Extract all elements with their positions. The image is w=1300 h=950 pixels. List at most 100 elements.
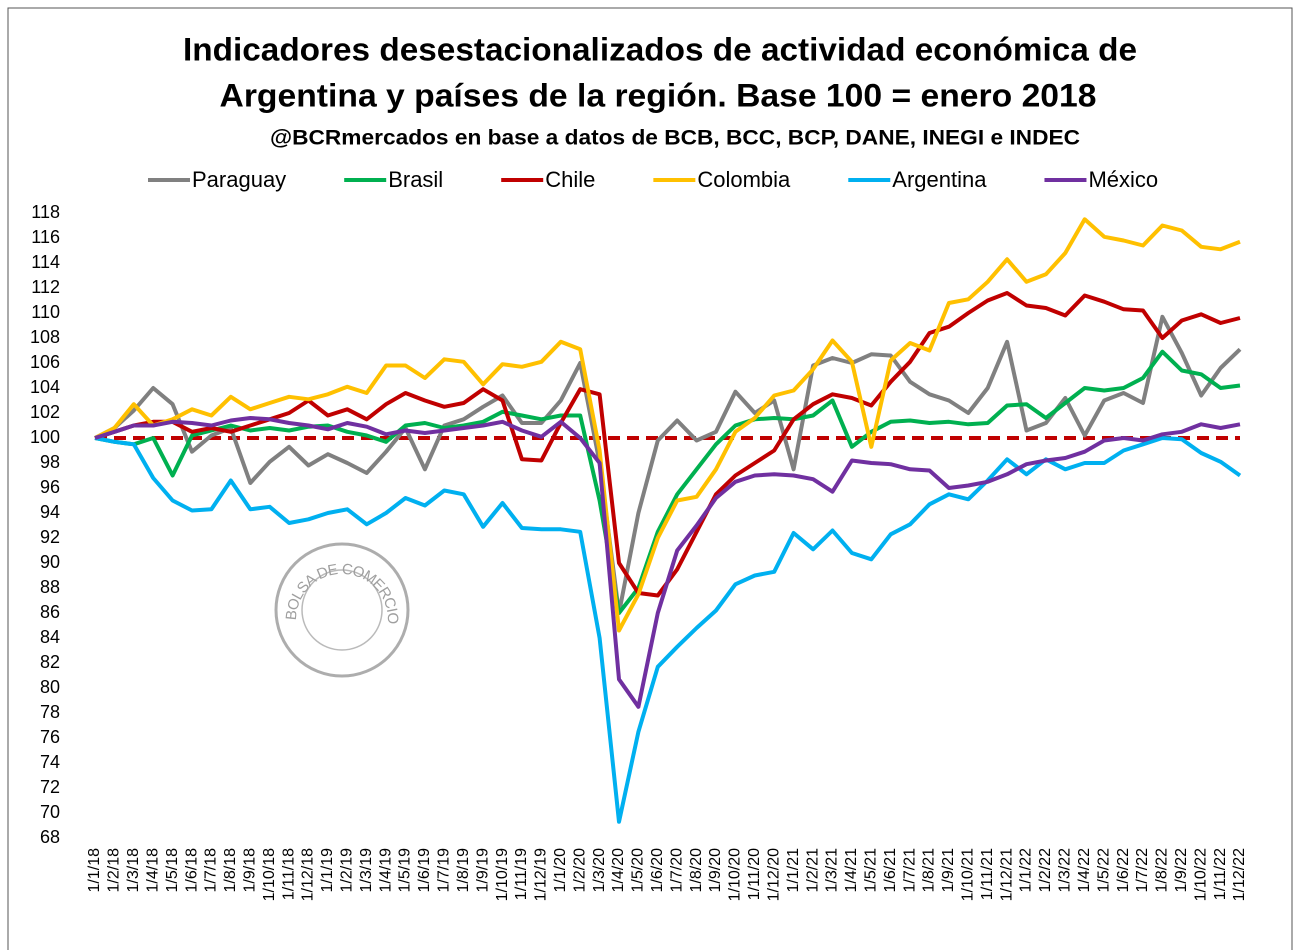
x-tick-label: 1/8/21	[921, 848, 938, 893]
x-tick-label: 1/6/20	[649, 848, 666, 893]
x-tick-label: 1/3/19	[358, 848, 375, 893]
frame	[7, 7, 1293, 950]
x-tick-label: 1/1/18	[86, 848, 103, 893]
x-tick-label: 1/12/19	[533, 848, 550, 901]
x-tick-label: 1/7/20	[668, 848, 685, 893]
x-tick-label: 1/4/20	[610, 848, 627, 893]
x-tick-label: 1/10/20	[727, 848, 744, 901]
y-tick-label: 88	[40, 577, 60, 597]
x-tick-label: 1/3/18	[125, 848, 142, 893]
x-tick-label: 1/12/20	[765, 848, 782, 901]
x-tick-label: 1/2/20	[571, 848, 588, 893]
x-tick-label: 1/9/20	[707, 848, 724, 893]
y-tick-label: 116	[31, 227, 60, 247]
x-tick-label: 1/1/20	[552, 848, 569, 893]
y-tick-label: 106	[30, 352, 60, 372]
legend-label: Argentina	[892, 167, 987, 192]
legend-label: Colombia	[697, 167, 791, 192]
x-tick-label: 1/6/21	[882, 848, 899, 893]
y-tick-label: 98	[40, 452, 60, 472]
y-tick-label: 96	[40, 477, 60, 497]
x-tick-label: 1/2/18	[106, 848, 123, 893]
y-tick-label: 82	[40, 652, 60, 672]
x-tick-label: 1/11/20	[746, 848, 763, 900]
x-tick-label: 1/7/21	[901, 848, 918, 893]
series-line	[94, 349, 1241, 615]
y-tick-label: 70	[40, 802, 60, 822]
x-tick-label: 1/2/21	[804, 848, 821, 893]
x-tick-label: 1/7/18	[203, 848, 220, 893]
x-tick-label: 1/6/18	[183, 848, 200, 893]
watermark-ring	[274, 542, 410, 678]
series-line	[94, 436, 1242, 824]
x-tick-label: 1/8/20	[688, 848, 705, 893]
y-tick-label: 118	[31, 202, 60, 222]
x-tick-label: 1/5/22	[1095, 848, 1112, 893]
y-tick-label: 102	[30, 402, 60, 422]
x-tick-label: 1/12/22	[1231, 848, 1248, 901]
x-tick-label: 1/10/21	[960, 848, 977, 901]
legend-label: Chile	[545, 167, 595, 192]
y-tick-label: 110	[31, 302, 60, 322]
x-tick-label: 1/2/19	[339, 848, 356, 893]
x-tick-label: 1/6/19	[416, 848, 433, 893]
x-tick-label: 1/6/22	[1115, 848, 1132, 893]
x-tick-label: 1/12/18	[300, 848, 317, 901]
x-tick-label: 1/3/20	[591, 848, 608, 893]
y-tick-label: 74	[40, 752, 60, 772]
x-tick-label: 1/5/20	[630, 848, 647, 893]
x-tick-label: 1/10/22	[1192, 848, 1209, 901]
x-tick-label: 1/7/19	[436, 848, 453, 893]
y-tick-label: 78	[40, 702, 60, 722]
series-line	[94, 416, 1241, 709]
x-tick-label: 1/10/18	[261, 848, 278, 901]
y-tick-label: 68	[40, 827, 60, 847]
y-tick-label: 100	[30, 427, 60, 447]
x-tick-label: 1/1/21	[785, 848, 802, 893]
x-tick-label: 1/8/22	[1154, 848, 1171, 893]
x-tick-label: 1/4/22	[1076, 848, 1093, 893]
y-tick-label: 84	[40, 627, 60, 647]
x-tick-label: 1/3/21	[824, 848, 841, 893]
x-tick-label: 1/11/22	[1212, 848, 1229, 900]
y-tick-label: 114	[31, 252, 60, 272]
legend-label: Paraguay	[192, 167, 286, 192]
series-line	[94, 314, 1242, 615]
y-tick-label: 90	[40, 552, 60, 572]
x-tick-label: 1/10/19	[494, 848, 511, 901]
x-tick-label: 1/9/21	[940, 848, 957, 893]
x-tick-label: 1/5/18	[164, 848, 181, 893]
x-tick-label: 1/11/18	[280, 848, 297, 900]
x-tick-label: 1/1/19	[319, 848, 336, 893]
legend-label: México	[1088, 167, 1158, 192]
y-tick-label: 72	[40, 777, 60, 797]
x-tick-label: 1/9/22	[1173, 848, 1190, 893]
x-tick-label: 1/2/22	[1037, 848, 1054, 893]
x-tick-label: 1/4/21	[843, 848, 860, 893]
x-tick-label: 1/3/22	[1057, 848, 1074, 893]
y-tick-label: 86	[40, 602, 60, 622]
x-tick-label: 1/11/21	[979, 848, 996, 900]
x-tick-label: 1/8/19	[455, 848, 472, 893]
y-tick-label: 92	[40, 527, 60, 547]
y-tick-label: 94	[40, 502, 60, 522]
legend-label: Brasil	[388, 167, 443, 192]
chart-title: Indicadores desestacionalizados de activ…	[183, 31, 1137, 67]
x-tick-label: 1/9/19	[474, 848, 491, 893]
x-tick-label: 1/9/18	[241, 848, 258, 893]
x-tick-label: 1/7/22	[1134, 848, 1151, 893]
y-tick-label: 80	[40, 677, 60, 697]
watermark-ring	[301, 569, 383, 651]
series-line	[94, 291, 1241, 598]
x-tick-label: 1/1/22	[1018, 848, 1035, 893]
x-tick-label: 1/4/18	[144, 848, 161, 893]
x-tick-label: 1/5/19	[397, 848, 414, 893]
series-line	[94, 217, 1241, 633]
x-tick-label: 1/4/19	[377, 848, 394, 893]
y-tick-label: 76	[40, 727, 60, 747]
y-tick-label: 112	[31, 277, 60, 297]
x-tick-label: 1/12/21	[998, 848, 1015, 901]
chart-subtitle: @BCRmercados en base a datos de BCB, BCC…	[270, 127, 1080, 150]
y-tick-label: 104	[30, 377, 60, 397]
